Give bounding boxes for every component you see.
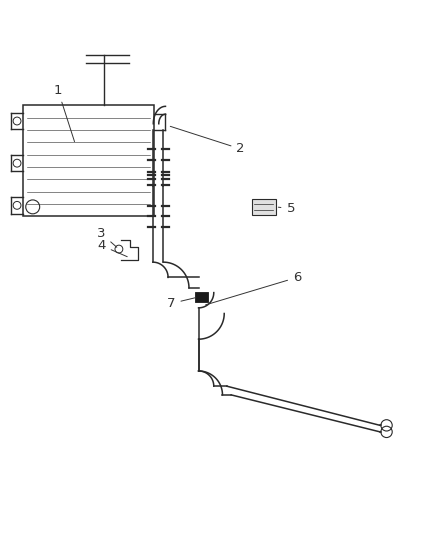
Text: 7: 7 [167, 297, 196, 310]
Text: 2: 2 [170, 126, 245, 156]
Text: 3: 3 [97, 228, 117, 247]
Text: 6: 6 [205, 271, 301, 305]
Text: 1: 1 [54, 84, 74, 142]
Text: 5: 5 [278, 202, 295, 215]
Bar [195, 292, 208, 302]
Text: 4: 4 [98, 239, 127, 257]
Bar [23, 106, 154, 216]
Bar [252, 199, 276, 215]
